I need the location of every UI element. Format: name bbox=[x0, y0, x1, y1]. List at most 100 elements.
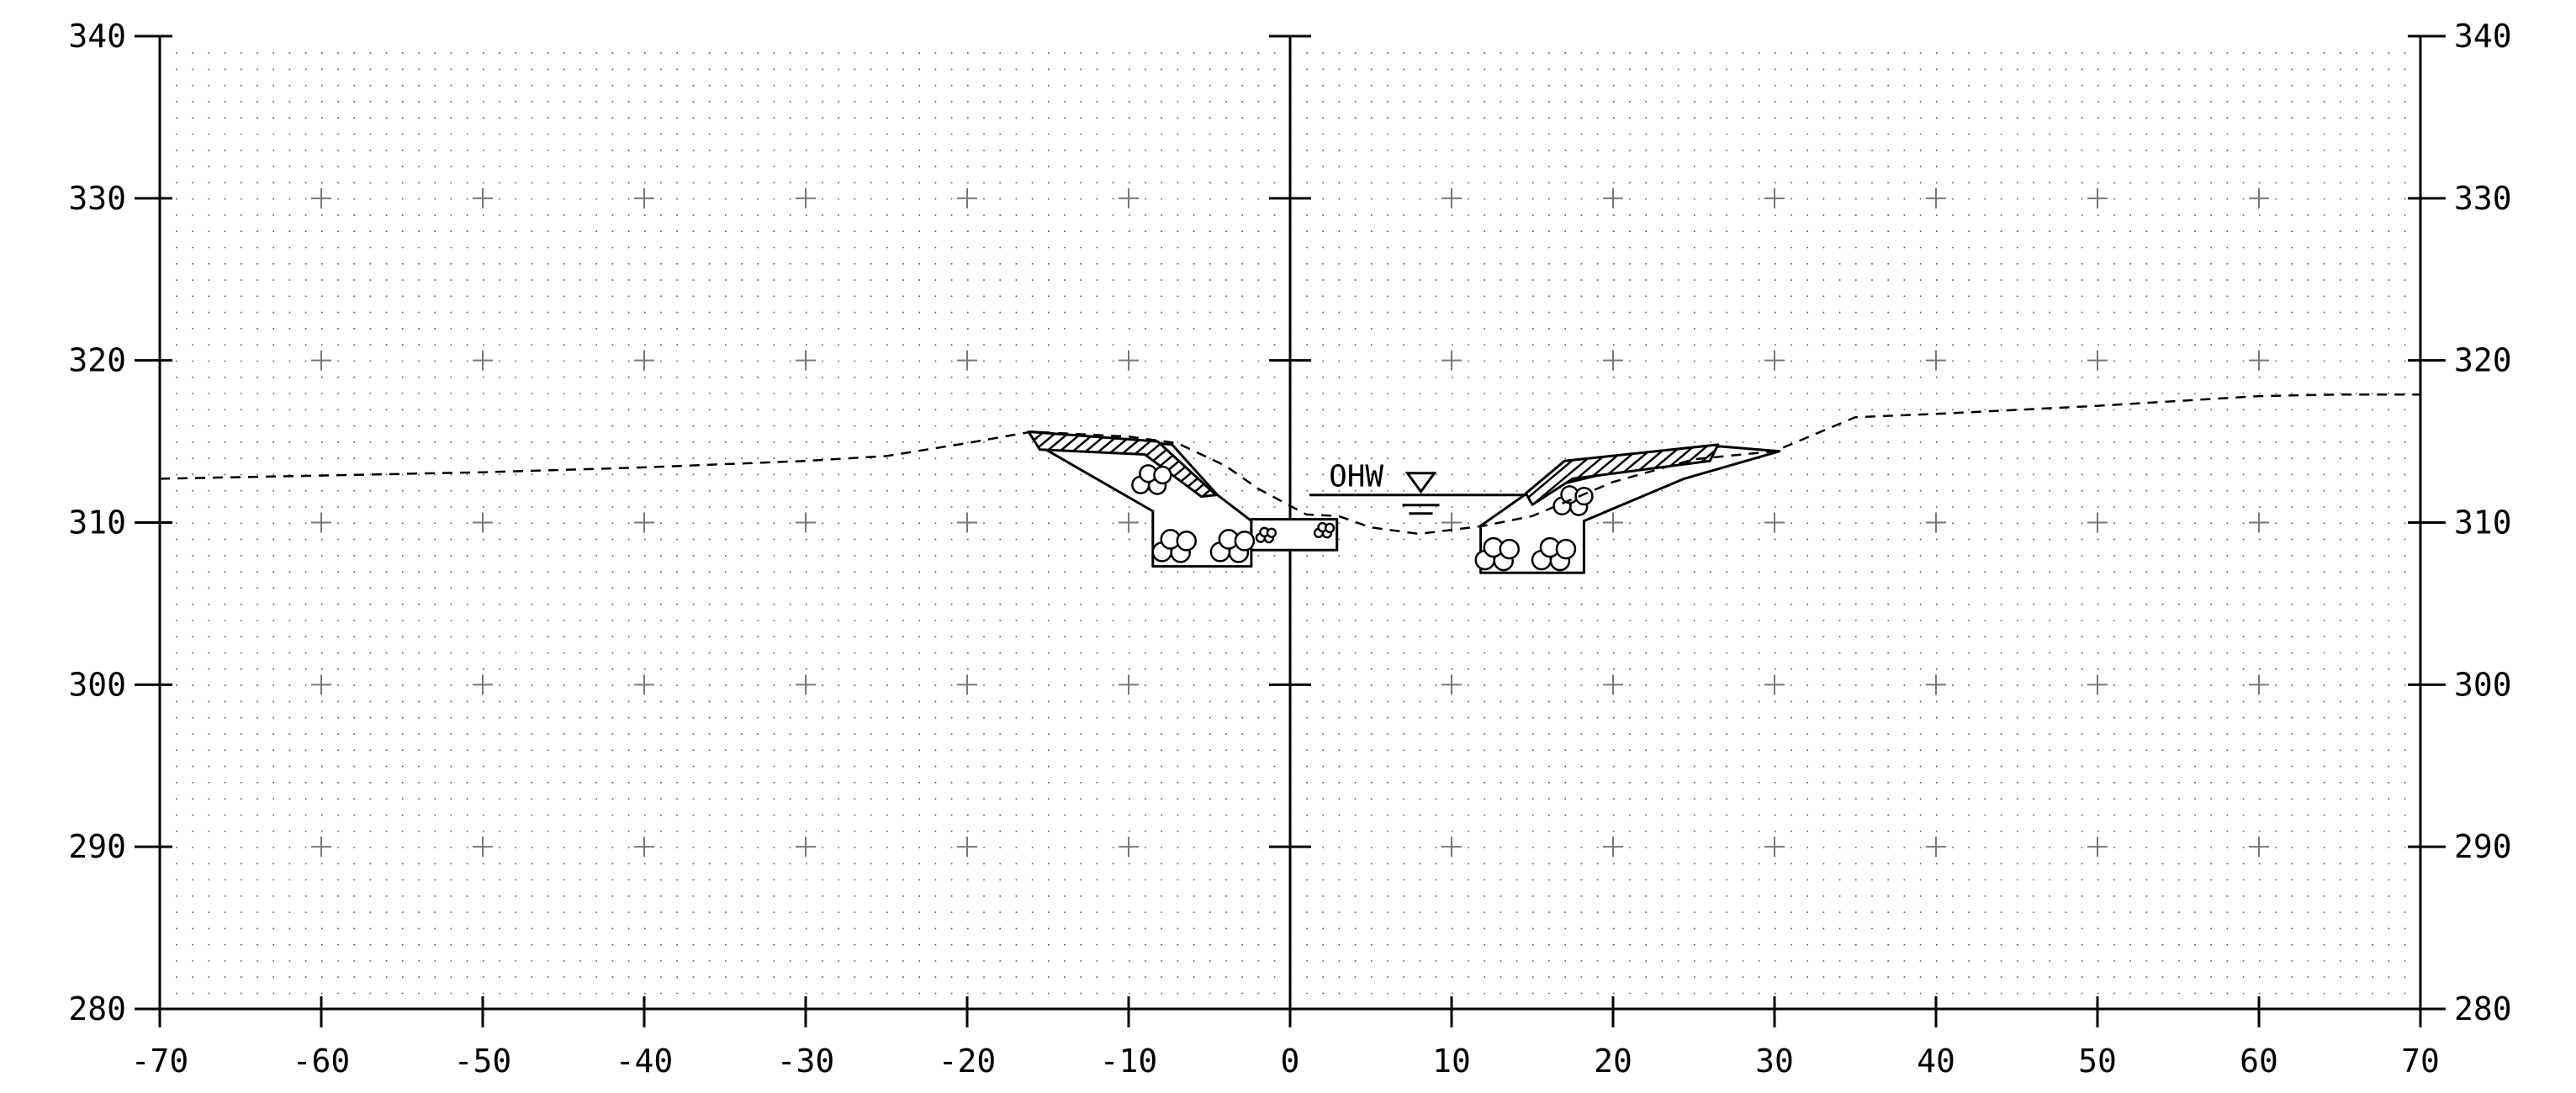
x-tick-label: -70 bbox=[131, 1043, 189, 1080]
grid-plus-marker bbox=[1926, 674, 1946, 695]
x-tick-label: 20 bbox=[1594, 1043, 1632, 1080]
grid-plus-marker bbox=[1764, 512, 1785, 533]
y-tick-label-right: 310 bbox=[2454, 504, 2512, 541]
grid-plus-marker bbox=[796, 674, 816, 695]
grid-plus-marker bbox=[2249, 350, 2269, 371]
grid-plus-marker bbox=[1764, 674, 1785, 695]
right-topsoil bbox=[1524, 443, 1720, 506]
grid-plus-marker bbox=[311, 187, 331, 209]
axis-ticks bbox=[135, 34, 2446, 1027]
grid-plus-marker bbox=[1119, 512, 1139, 533]
rock-symbol bbox=[1313, 521, 1336, 539]
grid-plus-marker bbox=[634, 187, 654, 209]
grid-plus-marker bbox=[2249, 674, 2269, 695]
grid-plus-marker bbox=[2087, 837, 2108, 858]
grid-plus-marker bbox=[2087, 674, 2108, 695]
grid-plus-marker bbox=[796, 837, 816, 858]
y-tick-label-left: 280 bbox=[68, 990, 126, 1027]
grid-plus-marker bbox=[1119, 837, 1139, 858]
grid-plus-marker bbox=[957, 350, 977, 371]
x-tick-label: 0 bbox=[1281, 1043, 1300, 1080]
x-tick-label: -50 bbox=[454, 1043, 512, 1080]
grid-plus-marker bbox=[796, 187, 816, 209]
grid-plus-marker bbox=[796, 350, 816, 371]
y-tick-label-left: 340 bbox=[68, 18, 126, 55]
ground-profile bbox=[159, 393, 2420, 536]
grid-plus-marker bbox=[1441, 350, 1462, 371]
grid-plus-marker bbox=[1603, 674, 1623, 695]
grid-plus-marker bbox=[311, 512, 331, 533]
grid-plus-marker bbox=[2249, 187, 2269, 209]
grid-plus-marker bbox=[1603, 512, 1623, 533]
y-tick-label-right: 320 bbox=[2454, 342, 2512, 379]
x-tick-label: 50 bbox=[2078, 1043, 2117, 1080]
y-tick-label-left: 320 bbox=[68, 342, 126, 379]
ground-line-0 bbox=[159, 393, 2420, 536]
grid-plus-marker bbox=[796, 512, 816, 533]
rock-symbol bbox=[1151, 529, 1198, 563]
grid-plus-marker bbox=[1764, 350, 1785, 371]
water-annotation: OHW bbox=[1309, 460, 1525, 515]
y-tick-label-left: 290 bbox=[68, 828, 126, 865]
y-tick-label-right: 280 bbox=[2454, 990, 2512, 1027]
grid-plus-marker bbox=[1119, 674, 1139, 695]
grid-plus-marker bbox=[957, 187, 977, 209]
grid-plus-marker bbox=[1441, 674, 1462, 695]
grid-plus-marker bbox=[1603, 187, 1623, 209]
rock-symbol bbox=[1255, 526, 1277, 544]
grid-plus-marker bbox=[634, 837, 654, 858]
left-rock-slope bbox=[1030, 430, 1253, 568]
rock-symbol bbox=[1531, 536, 1577, 572]
x-tick-label: -10 bbox=[1100, 1043, 1158, 1080]
rock-symbol bbox=[1209, 529, 1256, 563]
left-topsoil bbox=[1027, 430, 1218, 499]
y-tick-label-right: 330 bbox=[2454, 180, 2512, 217]
grid-plus-marker bbox=[1119, 350, 1139, 371]
grid-plus-marker bbox=[2087, 512, 2108, 533]
grid-plus-marker bbox=[957, 512, 977, 533]
grid-plus-marker bbox=[1441, 837, 1462, 858]
grid-plus-marker bbox=[2087, 187, 2108, 209]
rock-symbol bbox=[1552, 485, 1594, 516]
grid-plus-marker bbox=[311, 837, 331, 858]
grid-plus-marker bbox=[957, 674, 977, 695]
grid-plus-marker bbox=[311, 674, 331, 695]
grid-plus-marker bbox=[1926, 350, 1946, 371]
grid-plus-marker bbox=[473, 837, 493, 858]
grid-plus-marker bbox=[2249, 512, 2269, 533]
grid-plus-marker bbox=[473, 187, 493, 209]
x-tick-label: 30 bbox=[1755, 1043, 1794, 1080]
y-tick-label-left: 330 bbox=[68, 180, 126, 217]
grid-plus-marker bbox=[1926, 512, 1946, 533]
y-tick-label-right: 340 bbox=[2454, 18, 2512, 55]
grid-plus-marker bbox=[1764, 837, 1785, 858]
rock-symbol bbox=[1131, 464, 1172, 495]
grid-plus-marker bbox=[1926, 187, 1946, 209]
x-tick-label: -30 bbox=[777, 1043, 835, 1080]
y-tick-label-left: 310 bbox=[68, 504, 126, 541]
grid-plus-marker bbox=[473, 350, 493, 371]
grid-plus-marker bbox=[1603, 350, 1623, 371]
grid-plus-marker bbox=[634, 674, 654, 695]
grid-plus-marker bbox=[957, 837, 977, 858]
grid-plus-marker bbox=[634, 350, 654, 371]
x-tick-label: 40 bbox=[1917, 1043, 1955, 1080]
x-tick-label: -40 bbox=[616, 1043, 674, 1080]
water-level-triangle-icon bbox=[1404, 472, 1437, 494]
y-tick-label-right: 300 bbox=[2454, 666, 2512, 703]
grid-plus-marker bbox=[1764, 187, 1785, 209]
rock-symbol bbox=[1474, 536, 1521, 572]
x-tick-label: 10 bbox=[1432, 1043, 1471, 1080]
grid-plus-marker bbox=[634, 512, 654, 533]
grid-plus-marker bbox=[1441, 187, 1462, 209]
x-tick-label: -60 bbox=[293, 1043, 351, 1080]
grid-plus-marker bbox=[473, 512, 493, 533]
x-tick-label: 60 bbox=[2240, 1043, 2278, 1080]
grid-plus-marker bbox=[1119, 187, 1139, 209]
y-tick-label-right: 290 bbox=[2454, 828, 2512, 865]
grid-plus-marker bbox=[311, 350, 331, 371]
ohw-label: OHW bbox=[1329, 460, 1383, 494]
